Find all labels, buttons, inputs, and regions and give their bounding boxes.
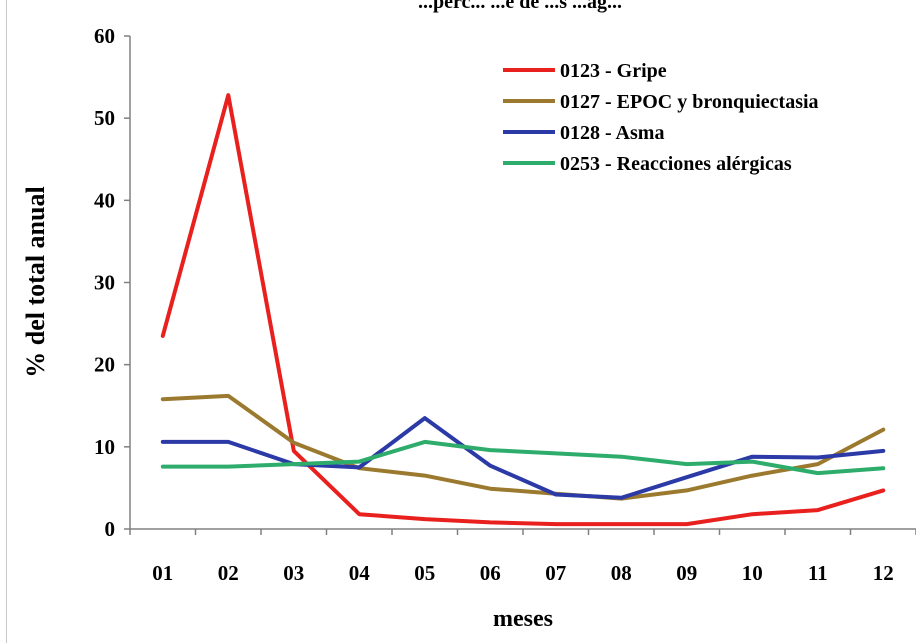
series-line-2 — [160, 393, 886, 501]
x-tick-label: 01 — [152, 561, 173, 585]
x-tick-label: 10 — [742, 561, 763, 585]
y-tick-label: 30 — [94, 271, 115, 295]
legend-label: 0128 - Asma — [560, 122, 664, 144]
x-tick-label: 04 — [349, 561, 371, 585]
y-axis-label: % del total anual — [21, 186, 50, 377]
legend-label: 0127 - EPOC y bronquiectasia — [560, 91, 819, 113]
x-axis-label: meses — [493, 606, 553, 632]
y-tick-label: 0 — [105, 517, 116, 541]
series-line-4 — [160, 439, 886, 476]
series-line-1 — [160, 93, 886, 527]
x-tick-label: 11 — [808, 561, 828, 585]
x-tick-label: 03 — [283, 561, 304, 585]
x-tick-label: 05 — [414, 561, 435, 585]
x-tick-label: 07 — [545, 561, 566, 585]
legend-label: 0123 - Gripe — [560, 60, 667, 82]
legend: 0123 - Gripe 0127 - EPOC y bronquiectasia… — [503, 60, 819, 175]
y-tick-label: 50 — [94, 106, 115, 130]
series-lines — [160, 93, 886, 527]
y-tick-label: 20 — [94, 353, 115, 377]
chart-title: ...perc... ...e de ...s ...ag... — [418, 0, 622, 13]
x-tick-label: 02 — [218, 561, 239, 585]
y-axis-ticks: 0 10 20 30 40 50 60 — [94, 24, 130, 541]
y-tick-label: 10 — [94, 435, 115, 459]
x-axis-ticks: 01 02 03 04 05 06 07 08 09 10 11 12 — [129, 529, 916, 585]
y-tick-label: 60 — [94, 24, 115, 48]
x-tick-label: 06 — [480, 561, 501, 585]
x-tick-label: 12 — [873, 561, 894, 585]
x-tick-label: 09 — [676, 561, 697, 585]
series-line-3 — [160, 416, 886, 500]
left-border-rule — [6, 0, 7, 643]
legend-label: 0253 - Reacciones alérgicas — [560, 153, 792, 175]
x-tick-label: 08 — [611, 561, 632, 585]
y-tick-label: 40 — [94, 188, 115, 212]
